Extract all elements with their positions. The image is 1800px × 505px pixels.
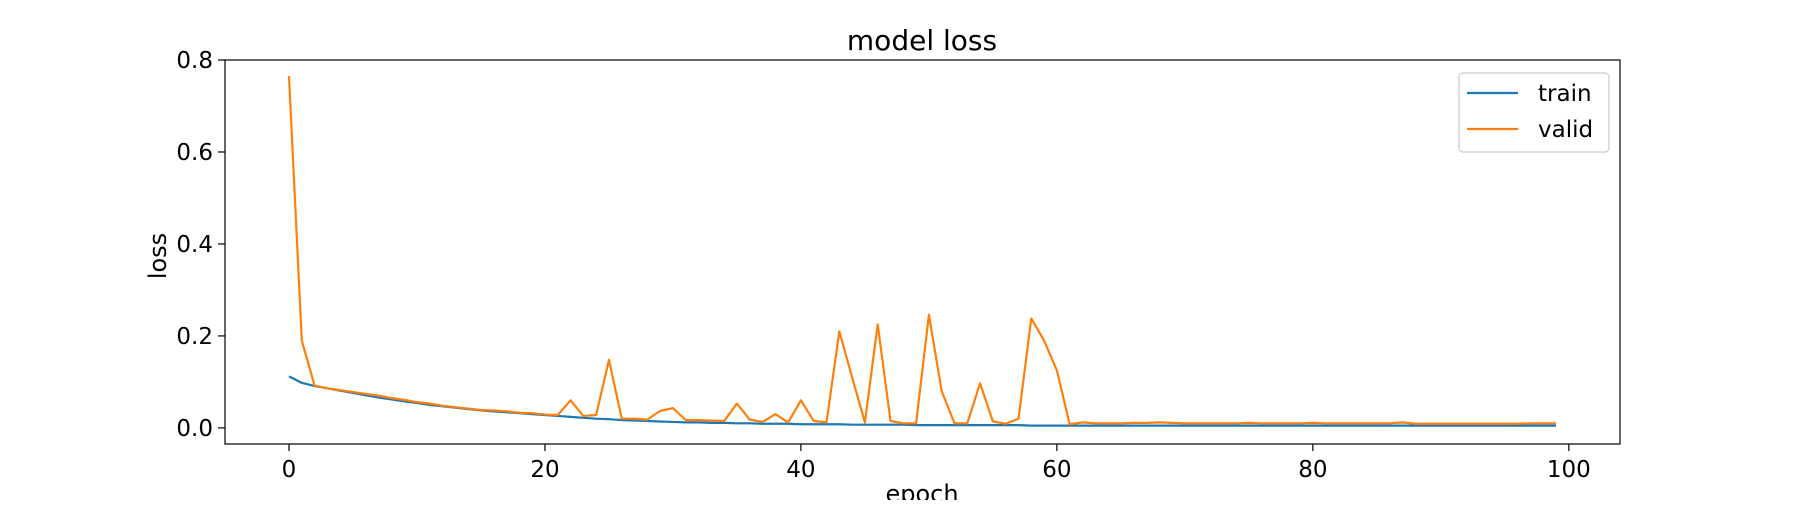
x-tick-label: 80 (1298, 457, 1327, 483)
x-axis: 0 20 40 60 80 100 (282, 444, 1591, 483)
x-axis-title: epoch (885, 480, 958, 500)
plot-frame (224, 59, 1621, 445)
x-tick-label: 20 (530, 457, 559, 483)
y-tick-label: 0.2 (176, 324, 213, 350)
plot-area (224, 59, 1621, 445)
y-tick-label: 0.8 (176, 48, 213, 74)
legend: train valid (1458, 72, 1610, 153)
y-axis: 0.0 0.2 0.4 0.6 0.8 (176, 48, 225, 442)
x-tick-label: 40 (786, 457, 815, 483)
legend-label-valid: valid (1538, 117, 1593, 143)
y-tick-label: 0.4 (176, 232, 213, 258)
y-tick-label: 0.0 (176, 416, 213, 442)
y-axis-title: loss (144, 233, 172, 279)
series-line-valid (287, 76, 1557, 426)
series-line-train (288, 375, 1557, 427)
x-tick-label: 60 (1042, 457, 1071, 483)
legend-label-train: train (1538, 81, 1592, 107)
chart-title: model loss (847, 24, 997, 57)
y-tick-label: 0.6 (176, 140, 213, 166)
x-tick-label: 100 (1547, 457, 1591, 483)
x-tick-label: 0 (282, 457, 297, 483)
